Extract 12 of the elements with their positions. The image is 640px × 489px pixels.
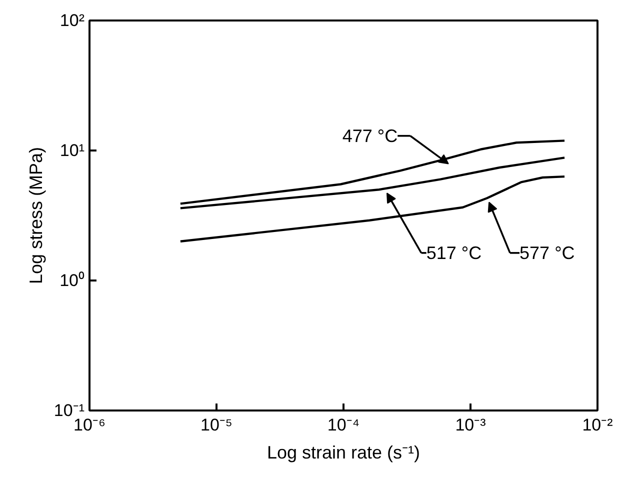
y-tick-label: 10⁰ <box>60 271 85 290</box>
annotation: 517 °C <box>426 242 482 263</box>
x-tick-label: 10⁻² <box>582 416 614 434</box>
y-tick-label: 10² <box>60 11 85 30</box>
y-axis-title: Log stress (MPa) <box>26 146 46 284</box>
y-tick-label: 10¹ <box>60 141 85 160</box>
annotation: 477 °C <box>342 126 398 146</box>
x-axis-title: Log strain rate (s⁻¹) <box>266 442 420 462</box>
annotation: 577 °C <box>520 242 575 263</box>
x-tick-label: 10⁻³ <box>455 416 486 434</box>
x-tick-label: 10⁻⁴ <box>327 416 360 434</box>
x-tick-label: 10⁻⁵ <box>200 416 232 434</box>
